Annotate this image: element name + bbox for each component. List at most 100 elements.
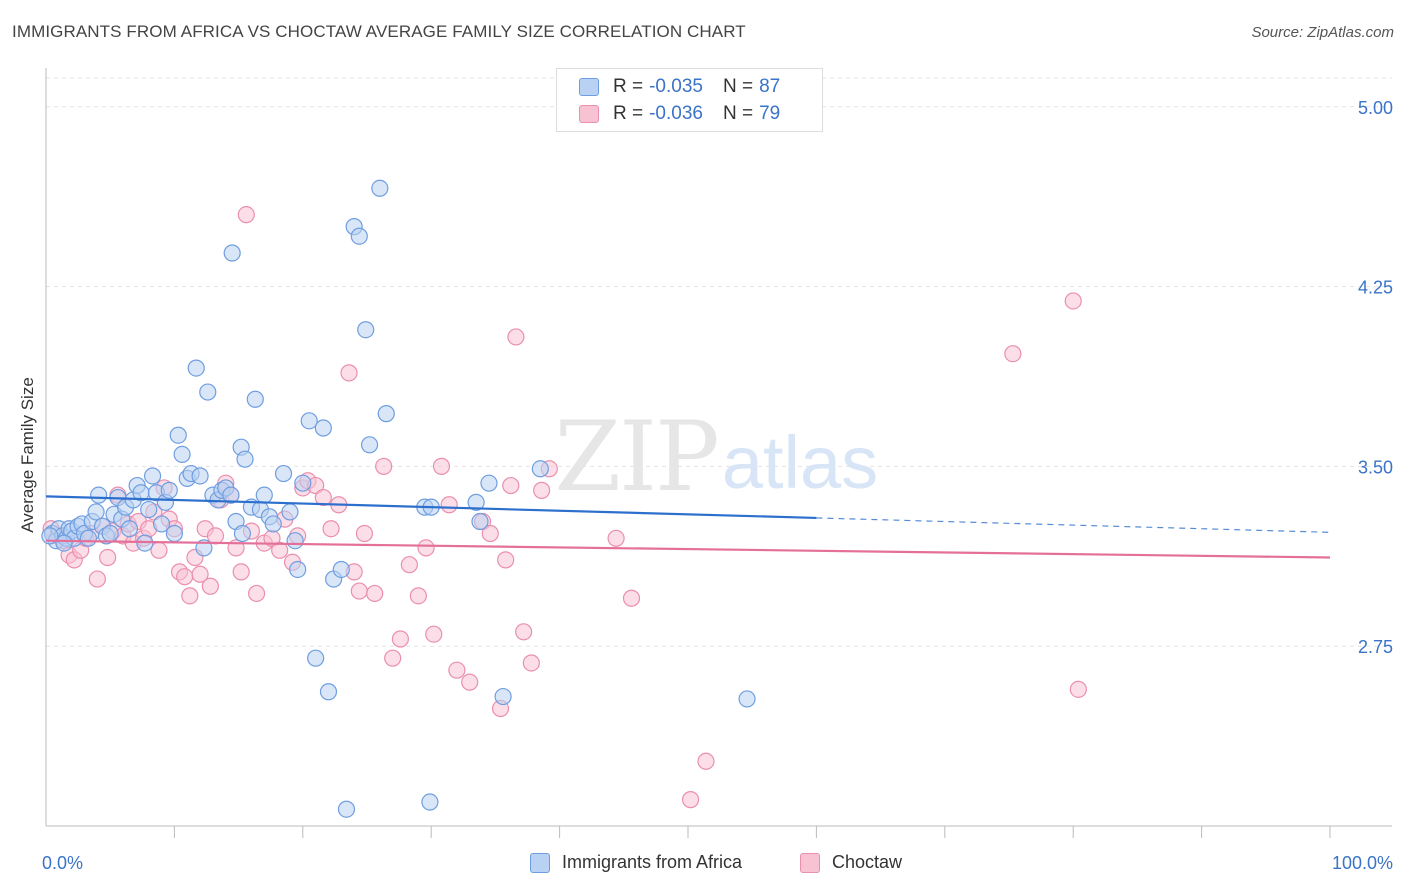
legend-r-value: -0.035 [649, 76, 703, 97]
x-tick-label: 0.0% [42, 853, 83, 873]
point-africa [314, 419, 332, 437]
point-africa [101, 524, 119, 543]
point-choctaw [440, 496, 458, 514]
watermark-atlas: atlas [722, 421, 878, 504]
legend-n-label: N = [722, 76, 754, 97]
point-africa [371, 179, 389, 197]
point-choctaw [366, 584, 384, 603]
legend-swatch-blue [530, 852, 550, 873]
point-africa [120, 520, 139, 538]
legend-label-choctaw: Choctaw [832, 852, 903, 872]
point-choctaw [232, 563, 250, 581]
point-choctaw [150, 541, 168, 559]
point-africa [233, 524, 252, 543]
point-choctaw [206, 527, 225, 545]
legend-label-africa: Immigrants from Africa [562, 852, 743, 872]
point-africa [377, 405, 395, 423]
point-choctaw [88, 570, 106, 588]
point-choctaw [1069, 680, 1087, 698]
point-choctaw [622, 589, 641, 607]
point-africa [255, 486, 273, 504]
point-africa [480, 474, 498, 492]
point-choctaw [400, 556, 418, 574]
point-choctaw [314, 488, 332, 507]
point-africa [289, 560, 307, 579]
point-choctaw [355, 524, 374, 543]
point-choctaw [350, 582, 368, 600]
point-choctaw [322, 520, 340, 538]
y-tick-label: 4.25 [1358, 278, 1393, 298]
point-africa [319, 683, 338, 701]
point-africa [286, 532, 304, 550]
series-legend: Immigrants from Africa Choctaw [0, 852, 1406, 876]
series-immigrants-from-africa [41, 179, 756, 818]
legend-item-africa[interactable]: Immigrants from Africa [530, 852, 742, 873]
point-africa [337, 800, 356, 818]
point-africa [738, 690, 756, 708]
tick-labels: 2.75 3.50 4.25 5.00 0.0% 100.0% [42, 98, 1393, 873]
point-choctaw [201, 577, 219, 595]
point-africa [274, 464, 293, 483]
axes [45, 68, 1392, 838]
point-choctaw [1004, 345, 1022, 363]
legend-row-choctaw: R = -0.036 N = 79 [579, 102, 780, 126]
watermark-zip: ZIP [554, 401, 717, 513]
point-africa [421, 793, 439, 811]
point-choctaw [502, 476, 520, 495]
point-africa [165, 524, 183, 543]
point-choctaw [432, 457, 451, 475]
trend-lines [45, 495, 1331, 559]
point-africa [90, 486, 108, 504]
legend-n-value: 79 [759, 103, 781, 124]
point-africa [55, 534, 73, 552]
point-choctaw [271, 541, 289, 559]
point-choctaw [384, 649, 402, 667]
grid-lines [46, 77, 1392, 647]
point-choctaw [681, 791, 700, 809]
point-choctaw [99, 548, 117, 567]
watermark: ZIP atlas [554, 401, 878, 513]
point-choctaw [507, 328, 525, 346]
point-choctaw [481, 524, 499, 543]
chart-title: IMMIGRANTS FROM AFRICA VS CHOCTAW AVERAG… [12, 22, 746, 41]
trend-line-africa [45, 495, 817, 520]
point-africa [223, 244, 241, 262]
point-africa [300, 412, 318, 430]
point-africa [199, 383, 217, 401]
point-choctaw [461, 673, 479, 691]
point-africa [357, 321, 375, 339]
legend-n-label: N = [722, 103, 754, 124]
legend-r-label: R = [613, 103, 644, 124]
x-tick-label: 100.0% [1332, 853, 1393, 873]
point-choctaw [247, 584, 266, 603]
point-africa [173, 445, 191, 463]
point-africa [140, 500, 158, 519]
point-africa [264, 515, 282, 533]
y-tick-label: 3.50 [1358, 457, 1393, 477]
legend-item-choctaw[interactable]: Choctaw [800, 852, 902, 873]
point-africa [360, 436, 379, 454]
y-axis-label: Average Family Size [18, 377, 37, 533]
legend-row-africa: R = -0.035 N = 87 [579, 75, 780, 99]
point-africa [281, 503, 299, 521]
point-africa [531, 460, 549, 478]
point-choctaw [497, 551, 515, 569]
point-africa [191, 467, 209, 485]
point-africa [152, 515, 171, 533]
legend-r-value: -0.036 [649, 103, 703, 124]
point-africa [467, 493, 485, 511]
point-africa [246, 390, 264, 408]
point-africa [87, 503, 105, 521]
point-choctaw [425, 625, 443, 643]
point-africa [350, 227, 368, 245]
point-africa [307, 649, 325, 667]
point-choctaw [391, 630, 409, 648]
point-africa [332, 560, 350, 579]
point-africa [160, 481, 178, 499]
point-africa [169, 426, 187, 444]
point-africa [294, 474, 312, 492]
point-choctaw [607, 529, 625, 547]
y-tick-label: 5.00 [1358, 98, 1393, 118]
point-choctaw [340, 364, 358, 382]
